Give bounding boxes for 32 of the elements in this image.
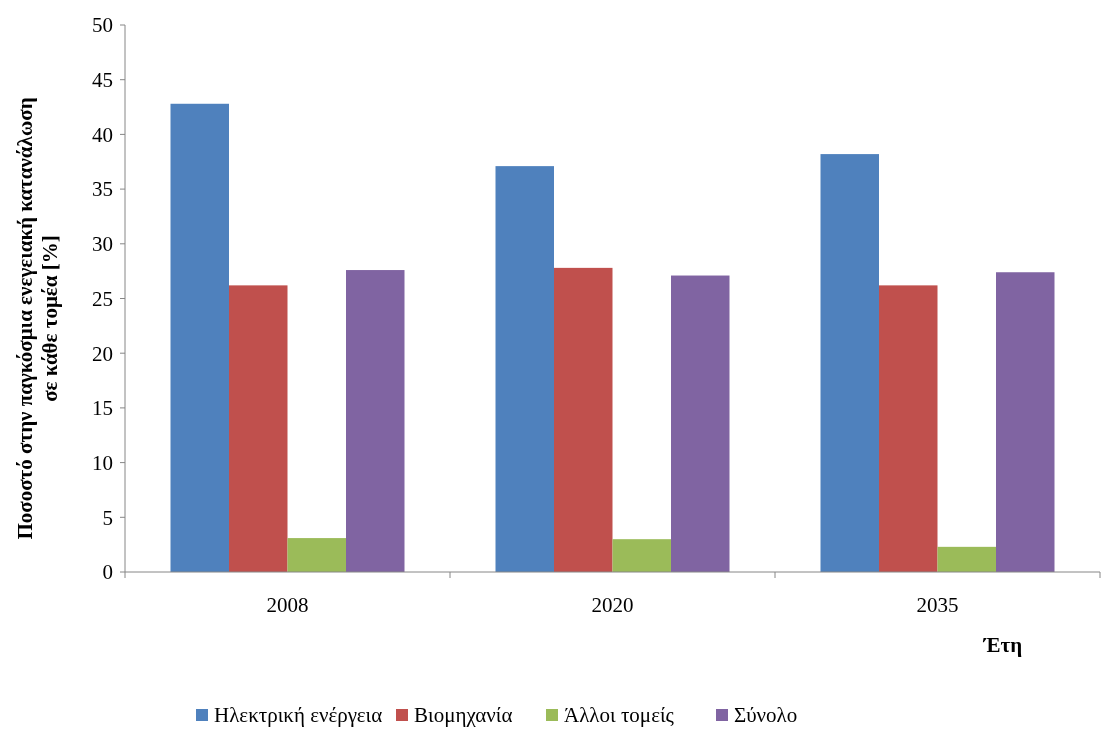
y-tick-label: 5 <box>102 505 113 530</box>
bar <box>346 270 405 572</box>
y-axis-title: Ποσοστό στην παγκόσμια ενεγειακή κατανάλωση σε κάθε τομέα [%] <box>13 97 62 540</box>
bar <box>495 166 554 572</box>
y-tick-label: 50 <box>92 13 113 38</box>
bar <box>229 285 288 572</box>
bar <box>820 154 879 572</box>
y-tick-label: 45 <box>92 68 113 93</box>
legend-label: Σύνολο <box>734 703 798 728</box>
x-tick-label: 2020 <box>591 593 634 617</box>
bar <box>937 546 996 572</box>
y-tick-label: 0 <box>102 560 113 585</box>
y-tick-label: 40 <box>92 122 113 147</box>
x-axis-title: Έτη <box>982 633 1023 657</box>
y-tick-label: 10 <box>92 450 113 475</box>
legend-label: Βιομηχανία <box>414 703 513 728</box>
bar <box>671 275 730 572</box>
legend-label: Άλλοι τομείς <box>564 703 675 728</box>
bar <box>287 538 346 572</box>
bar <box>996 272 1055 572</box>
y-tick-label: 25 <box>92 286 113 311</box>
y-tick-label: 15 <box>92 396 113 421</box>
bar <box>170 103 229 572</box>
bar <box>879 285 938 572</box>
legend-label: Ηλεκτρική ενέργεια <box>214 703 383 728</box>
x-tick-label: 2008 <box>266 593 309 617</box>
bar <box>554 267 613 572</box>
x-tick-label: 2035 <box>916 593 959 617</box>
bar <box>612 539 671 572</box>
y-tick-label: 20 <box>92 341 113 366</box>
y-tick-label: 35 <box>92 177 113 202</box>
y-tick-label: 30 <box>92 232 113 257</box>
